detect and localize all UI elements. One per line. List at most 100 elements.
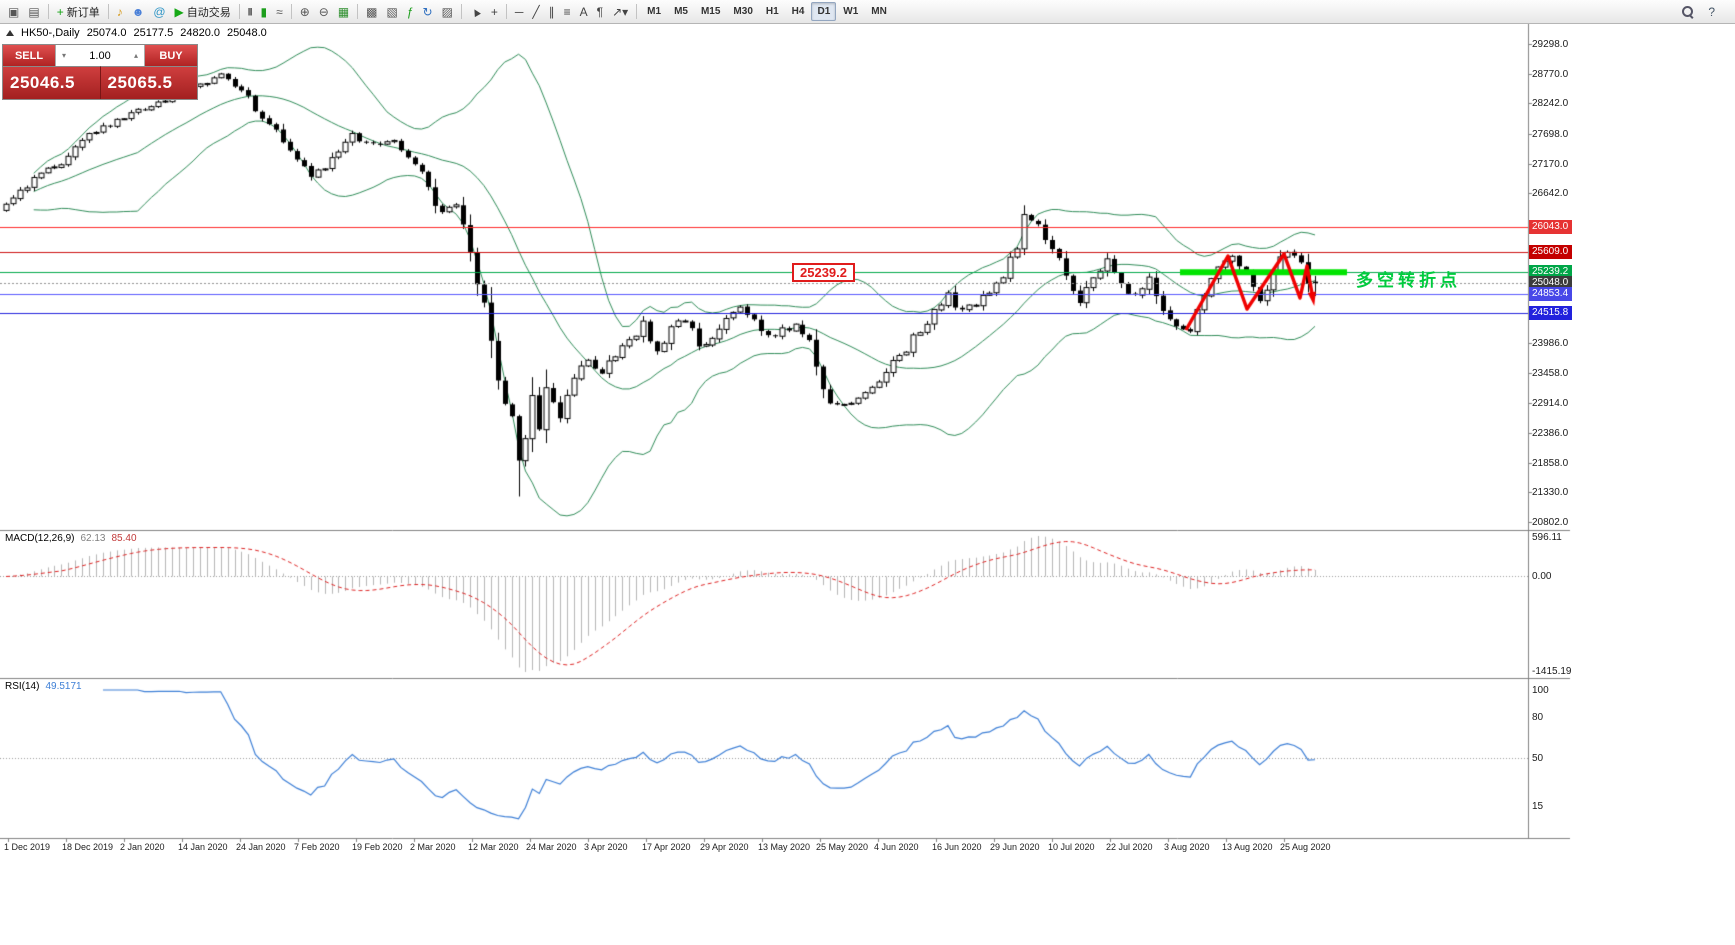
- label-icon[interactable]: ¶: [593, 2, 607, 22]
- macd-name: MACD(12,26,9): [5, 533, 75, 544]
- bar-chart-icon-glyph: |||: [247, 6, 253, 16]
- buy-price[interactable]: 25065.5: [99, 66, 197, 99]
- rsi-name: RSI(14): [5, 681, 40, 692]
- volume-stepper[interactable]: ▾ 1.00 ▴: [55, 45, 145, 66]
- macd-current-value: 62.13: [80, 533, 106, 544]
- templates-icon[interactable]: ▨: [438, 2, 457, 22]
- chart-title: HK50-,Daily 25074.0 25177.5 24820.0 2504…: [6, 27, 267, 39]
- toolbar-separator: [290, 4, 292, 19]
- new-order-button[interactable]: + 新订单: [53, 2, 104, 22]
- search-button[interactable]: [1677, 2, 1698, 22]
- ohlc-high: 25177.5: [133, 27, 174, 39]
- cycle-icon-glyph: ↻: [422, 4, 433, 19]
- timeframe-m5[interactable]: M5: [674, 6, 688, 17]
- timeframe-h1[interactable]: H1: [765, 6, 779, 17]
- profiles-icon-glyph: ▤: [28, 4, 40, 19]
- price-callout[interactable]: 25239.2: [792, 263, 855, 282]
- tile-windows-icon-glyph: ▦: [337, 4, 350, 19]
- crosshair-icon-glyph: +: [490, 4, 498, 19]
- help-button[interactable]: ?: [1704, 2, 1719, 22]
- fibonacci-icon[interactable]: ≡: [560, 2, 575, 22]
- shapes-icon-glyph: ↗▾: [612, 4, 629, 19]
- bar-chart-icon[interactable]: |||: [244, 2, 256, 22]
- trade-panel-price-row: 25046.5 25065.5: [3, 66, 197, 99]
- zoom-out-icon[interactable]: ⊖: [315, 2, 333, 22]
- toolbar-separator: [238, 4, 240, 19]
- trendline-icon[interactable]: ╱: [528, 2, 543, 22]
- cascade-windows-icon[interactable]: ▩: [362, 2, 381, 22]
- rsi-indicator-label: RSI(14) 49.5171: [5, 681, 82, 692]
- fibonacci-icon-glyph: ≡: [563, 4, 571, 19]
- timeframe-m1[interactable]: M1: [647, 6, 662, 17]
- toolbar-items-group: ▣ ▤ + 新订单 ♪ ☻ @ ▶ 自动交易 ||| ▮ ≈ ⊕ ⊖ ▦ ▩ ▧ ƒ ↻ ▨ ▲ + ─ ╱ ∥ ≡ A ¶ ↗▾: [4, 2, 640, 22]
- web-terminal-icon[interactable]: @: [149, 2, 169, 22]
- price-chart-canvas[interactable]: [0, 24, 1735, 860]
- volume-decrease-button[interactable]: ▾: [61, 51, 66, 60]
- timeframe-group: M1 M5 M15 M30 H1 H4 D1 W1 MN: [641, 2, 893, 21]
- zoom-in-icon[interactable]: ⊕: [296, 2, 314, 22]
- help-glyph: ?: [1708, 4, 1715, 19]
- trendline-icon-glyph: ╱: [532, 4, 540, 19]
- sell-button[interactable]: SELL: [3, 45, 55, 66]
- macd-indicator-label: MACD(12,26,9) 62.13 85.40: [5, 533, 137, 544]
- toolbar-separator: [107, 4, 109, 19]
- timeframe-h4[interactable]: H4: [791, 6, 805, 17]
- alerts-icon[interactable]: ♪: [113, 2, 127, 22]
- community-icon-glyph: ☻: [131, 4, 145, 19]
- one-click-trading-panel: SELL ▾ 1.00 ▴ BUY 25046.5 25065.5: [2, 44, 198, 100]
- toolbar-separator: [47, 4, 49, 19]
- cascade-windows-icon-glyph: ▩: [366, 4, 378, 19]
- volume-increase-button[interactable]: ▴: [133, 51, 138, 60]
- toolbar-separator: [636, 4, 638, 19]
- trade-panel-header-row: SELL ▾ 1.00 ▴ BUY: [3, 45, 197, 66]
- horizontal-line-icon-glyph: ─: [514, 4, 524, 19]
- timeframe-mn[interactable]: MN: [871, 6, 887, 17]
- timeframe-m15[interactable]: M15: [700, 6, 721, 17]
- autotrade-glyph: ▶: [174, 4, 184, 19]
- cycle-icon[interactable]: ↻: [419, 2, 437, 22]
- zoom-out-icon-glyph: ⊖: [318, 4, 329, 19]
- indicators-icon[interactable]: ƒ: [403, 2, 418, 22]
- timeframe-d1[interactable]: D1: [811, 2, 837, 21]
- profiles-icon[interactable]: ▤: [24, 2, 43, 22]
- line-chart-icon[interactable]: ≈: [272, 2, 287, 22]
- toolbar-separator: [505, 4, 507, 19]
- text-icon-glyph: A: [579, 4, 588, 19]
- crosshair-icon[interactable]: +: [487, 2, 502, 22]
- autotrade-button[interactable]: ▶ 自动交易: [171, 2, 235, 22]
- tile-windows-icon[interactable]: ▦: [334, 2, 353, 22]
- charts-window-icon[interactable]: ▣: [4, 2, 23, 22]
- label-icon-glyph: ¶: [596, 4, 604, 19]
- symbol-arrow-icon: [6, 30, 14, 36]
- volume-value[interactable]: 1.00: [89, 49, 111, 62]
- sell-price[interactable]: 25046.5: [3, 66, 100, 99]
- shapes-icon[interactable]: ↗▾: [608, 2, 632, 22]
- toolbar-separator: [357, 4, 359, 19]
- toolbar-right-group: ?: [1677, 2, 1731, 22]
- candlestick-chart-icon-glyph: ▮: [260, 4, 268, 19]
- timeframe-m30[interactable]: M30: [733, 6, 753, 17]
- web-terminal-icon-glyph: @: [153, 4, 166, 19]
- buy-button[interactable]: BUY: [145, 45, 197, 66]
- community-icon[interactable]: ☻: [128, 2, 149, 22]
- annotation-text: 多空转折点: [1356, 271, 1461, 290]
- cursor-icon-glyph: ▲: [467, 2, 485, 21]
- rsi-current-value: 49.5171: [45, 681, 82, 692]
- ohlc-low: 24820.0: [180, 27, 220, 39]
- cursor-icon[interactable]: ▲: [466, 2, 486, 22]
- text-icon[interactable]: A: [576, 2, 592, 22]
- top-toolbar: ▣ ▤ + 新订单 ♪ ☻ @ ▶ 自动交易 ||| ▮ ≈ ⊕ ⊖ ▦ ▩ ▧ ƒ ↻ ▨ ▲ + ─ ╱ ∥ ≡ A ¶ ↗▾ M1…: [0, 0, 1735, 24]
- toolbar-separator: [460, 4, 462, 19]
- horizontal-line-icon[interactable]: ─: [511, 2, 528, 22]
- candlestick-chart-icon[interactable]: ▮: [256, 2, 271, 22]
- arrange-windows-icon[interactable]: ▧: [383, 2, 402, 22]
- alerts-icon-glyph: ♪: [116, 4, 123, 19]
- charts-window-icon-glyph: ▣: [8, 4, 20, 19]
- timeframe-w1[interactable]: W1: [843, 6, 859, 17]
- chart-symbol-period: HK50-,Daily: [21, 27, 80, 39]
- search-icon: [1681, 5, 1694, 18]
- channel-icon[interactable]: ∥: [545, 2, 559, 22]
- zoom-in-icon-glyph: ⊕: [299, 4, 310, 19]
- autotrade-button-label: 自动交易: [186, 6, 231, 19]
